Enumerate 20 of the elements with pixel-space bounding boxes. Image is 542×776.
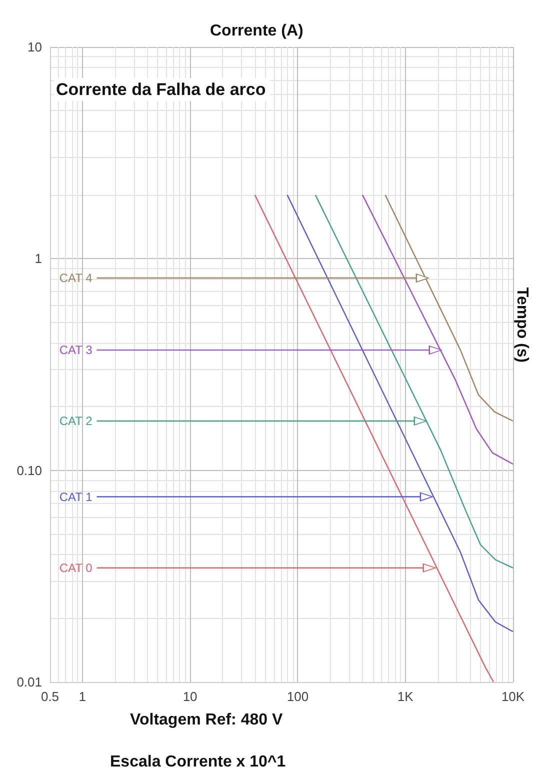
text: Escala Corrente x 10^1 [110, 754, 286, 770]
x-tick-label: 100 [286, 689, 309, 704]
legend-label: CAT 2 [59, 414, 93, 428]
x-tick-label: 0.5 [40, 689, 60, 704]
x-axis-title: Corrente (A) [210, 22, 304, 40]
y-tick-label: 10 [28, 40, 42, 54]
x-tick-label: 10K [501, 689, 525, 704]
y-tick-label: 1 [34, 251, 42, 266]
x-tick-label: 1 [78, 689, 86, 704]
legend-label: CAT 3 [59, 343, 93, 358]
legend-label: CAT 0 [59, 560, 93, 575]
y-axis-title: Tempo (s) [514, 287, 530, 363]
legend-label: CAT 1 [59, 490, 93, 504]
annotation: Corrente da Falha de arco [56, 80, 266, 99]
text: Voltagem Ref: 480 V [130, 712, 283, 728]
x-tick-label: 1K [397, 689, 414, 704]
y-tick-label: 0.10 [16, 462, 42, 478]
x-tick-label: 10 [182, 689, 198, 704]
legend-label: CAT 4 [59, 271, 93, 286]
y-tick-label: 0.01 [16, 674, 42, 690]
